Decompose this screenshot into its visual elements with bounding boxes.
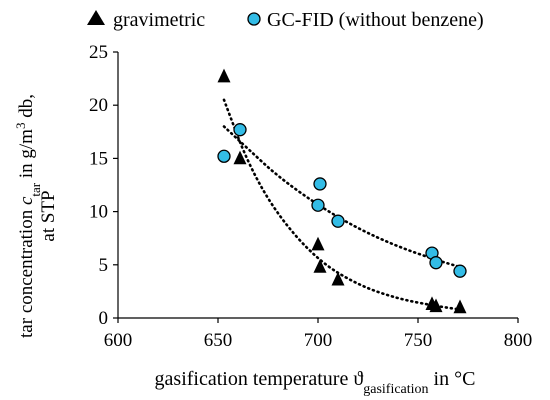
x-axis-title: gasification temperature ϑgasification i… xyxy=(155,368,476,397)
data-point-gc-fid xyxy=(217,149,231,163)
y-axis-title-line1: tar concentration ctar in g/m3 db, xyxy=(13,94,43,338)
data-point-gc-fid xyxy=(331,214,345,228)
y-tick-label: 20 xyxy=(89,95,108,116)
legend-triangle-marker xyxy=(87,10,105,25)
legend-item-gravimetric: gravimetric xyxy=(87,9,205,31)
data-point-gc-fid xyxy=(311,198,325,212)
x-tick-label: 700 xyxy=(304,330,333,351)
legend-label-gravimetric: gravimetric xyxy=(113,9,205,31)
x-tick-label: 600 xyxy=(104,330,133,351)
legend-item-gc-fid: GC-FID (without benzene) xyxy=(247,9,484,31)
data-point-gc-fid xyxy=(313,177,327,191)
y-tick-label: 15 xyxy=(89,148,108,169)
data-point-gravimetric xyxy=(233,150,247,165)
x-tick-label: 750 xyxy=(404,330,433,351)
trendlines xyxy=(222,98,462,311)
axes: 0 5 10 15 20 25 600 650 700 750 800 xyxy=(89,42,532,351)
data-markers xyxy=(217,68,467,314)
y-axis-title: tar concentration ctar in g/m3 db, at ST… xyxy=(13,94,60,338)
legend: gravimetric GC-FID (without benzene) xyxy=(87,9,484,31)
y-tick-label: 10 xyxy=(89,202,108,223)
legend-label-gc-fid: GC-FID (without benzene) xyxy=(267,9,484,31)
trendline-gc-fid xyxy=(222,125,462,269)
y-tick-label: 5 xyxy=(99,255,109,276)
y-tick-label: 0 xyxy=(99,308,109,329)
data-point-gravimetric xyxy=(313,259,327,273)
data-point-gc-fid xyxy=(429,256,443,270)
data-point-gravimetric xyxy=(429,298,443,313)
y-axis-title-line2: at STP xyxy=(38,190,59,241)
data-point-gravimetric xyxy=(453,299,467,314)
legend-circle-marker xyxy=(247,12,261,26)
data-point-gravimetric xyxy=(217,68,231,83)
data-point-gc-fid xyxy=(233,123,247,137)
x-tick-label: 800 xyxy=(504,330,533,351)
x-tick-label: 650 xyxy=(204,330,233,351)
data-point-gravimetric xyxy=(311,236,325,251)
data-point-gravimetric xyxy=(331,271,345,286)
y-tick-label: 25 xyxy=(89,42,108,63)
data-point-gc-fid xyxy=(453,264,467,278)
trendline-gravimetric xyxy=(222,98,462,311)
